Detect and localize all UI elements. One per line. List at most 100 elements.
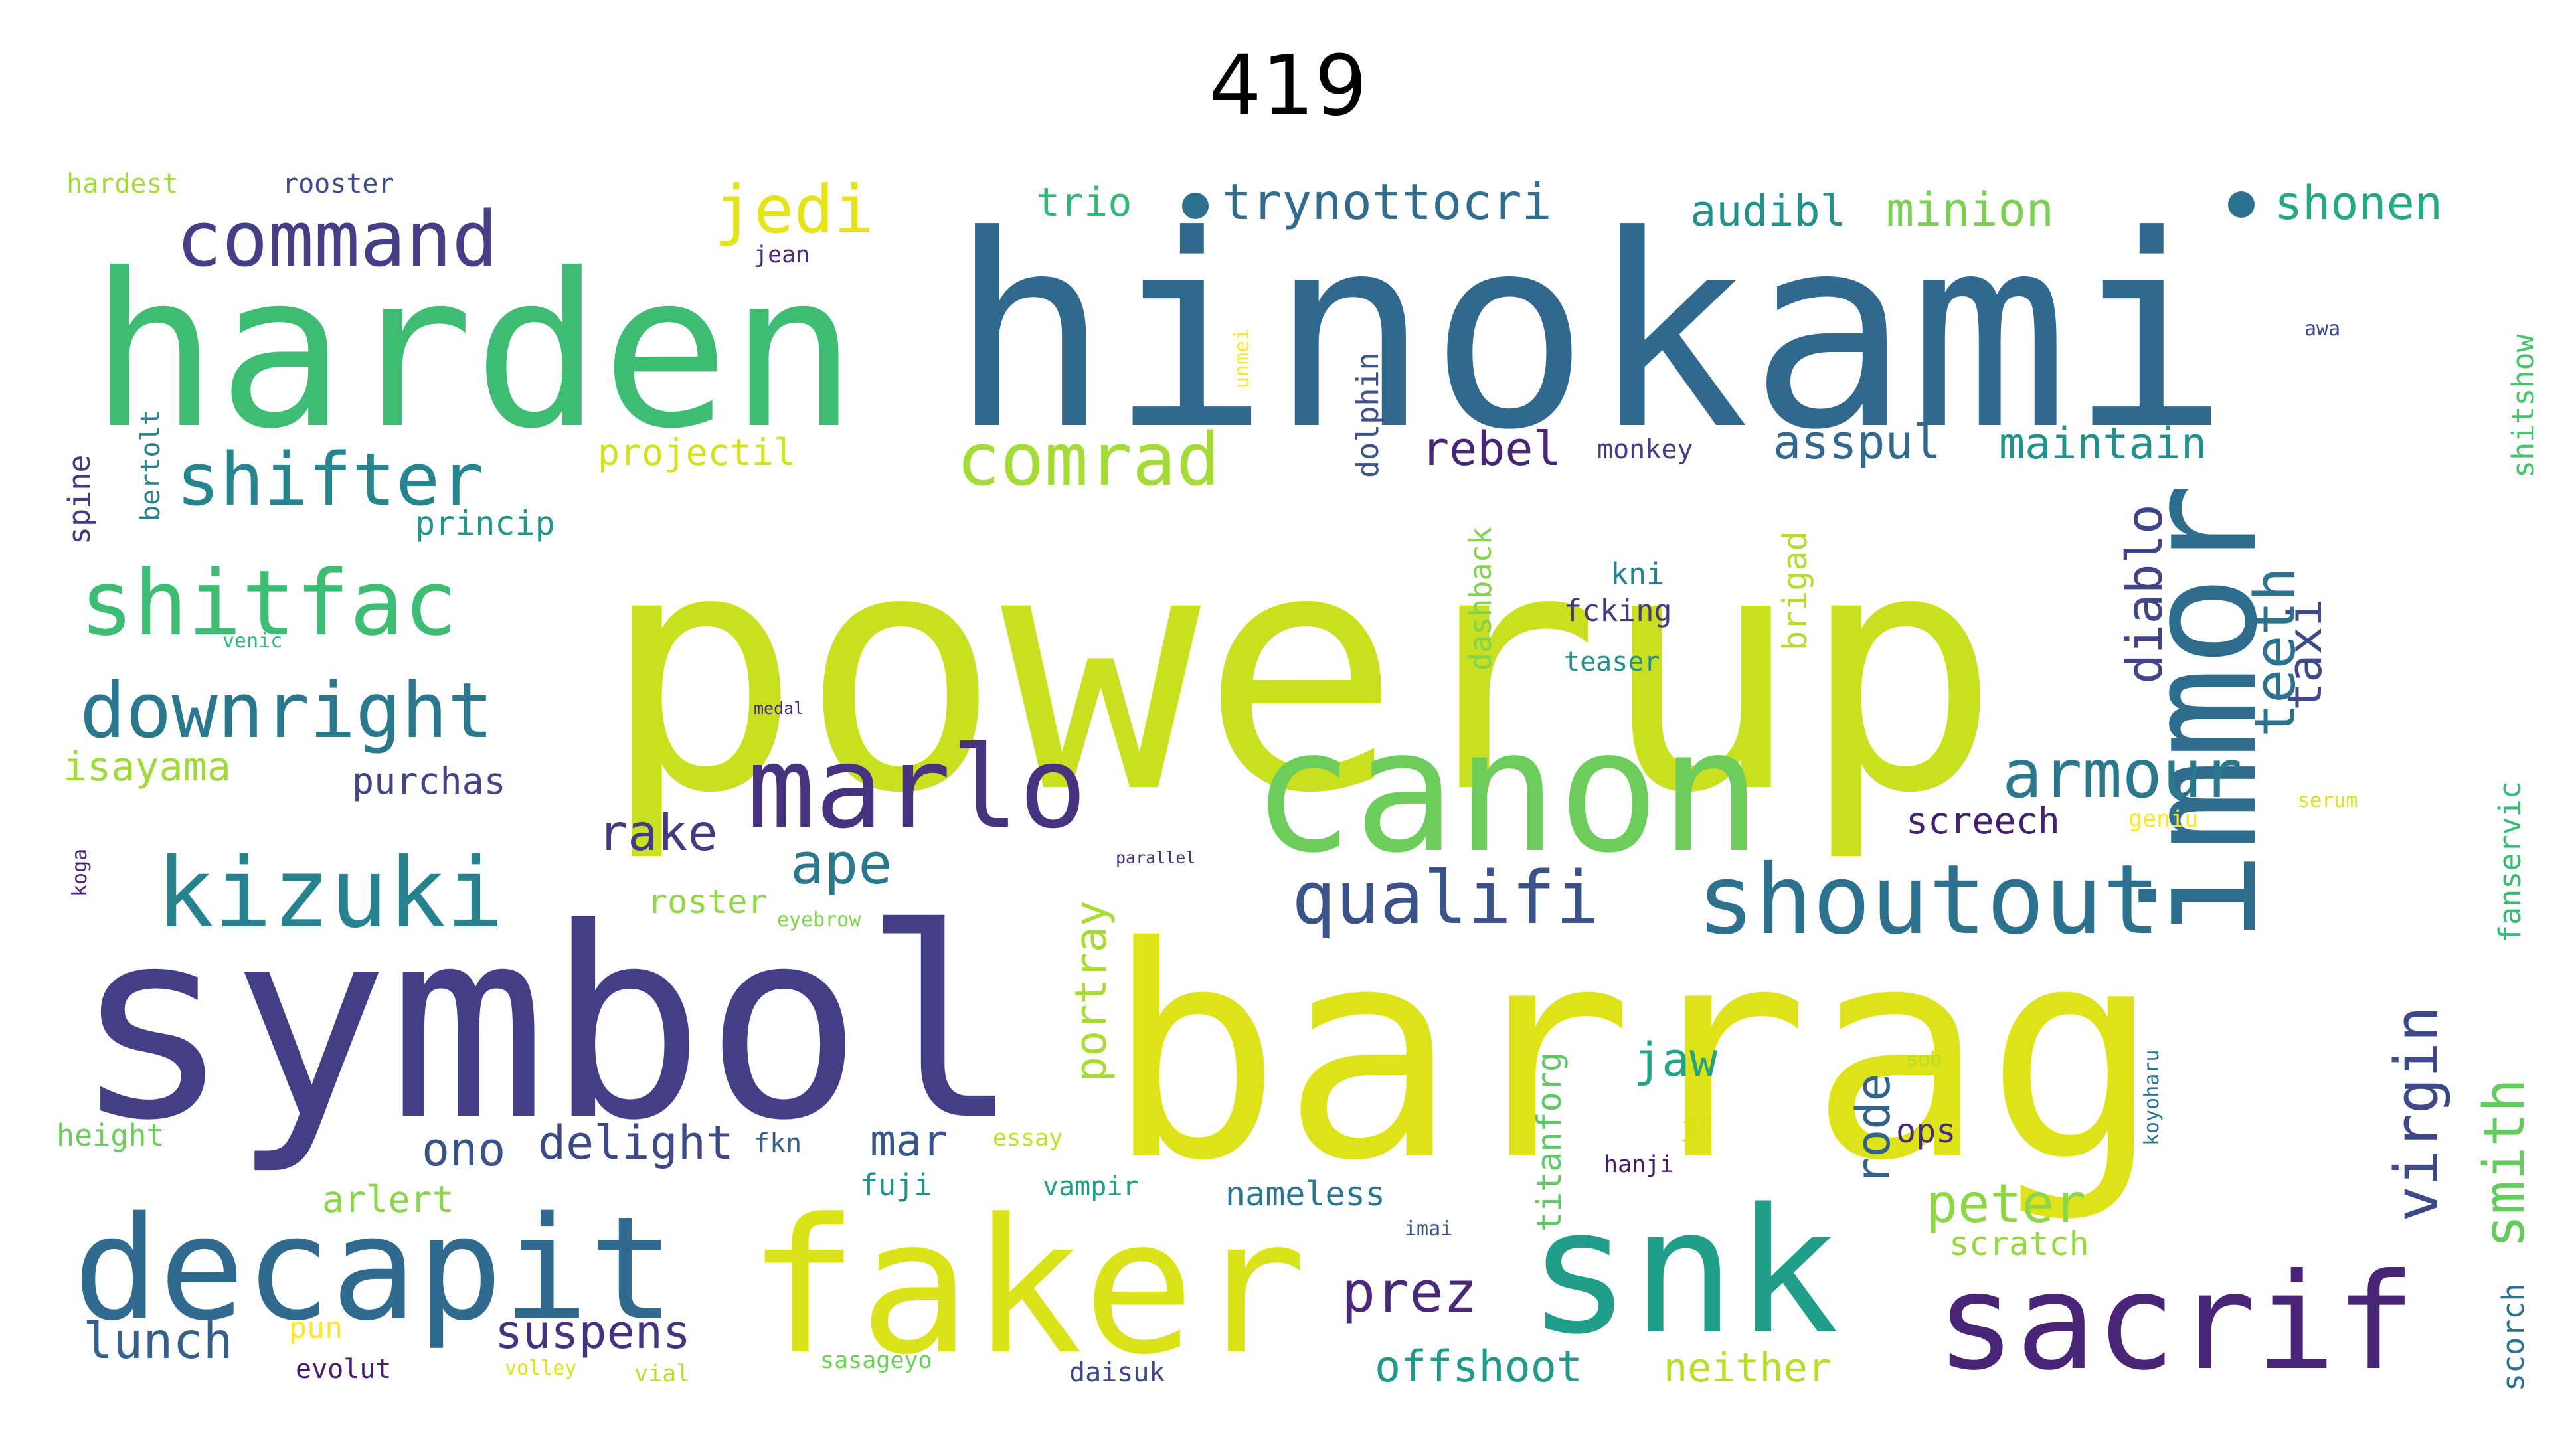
cloud-word-smith: smith — [2472, 1078, 2537, 1248]
cloud-word-shoutout: shoutout — [1697, 844, 2160, 956]
cloud-word-awa: awa — [2304, 317, 2340, 341]
cloud-word-vial: vial — [634, 1361, 690, 1387]
cloud-word-imai: imai — [1405, 1217, 1452, 1240]
cloud-word-command: command — [176, 195, 498, 284]
cloud-word-shifter: shifter — [176, 437, 484, 522]
cloud-word-essay: essay — [993, 1125, 1063, 1152]
cloud-word-jaw: jaw — [1634, 1033, 1718, 1087]
cloud-word-jean: jean — [754, 242, 810, 268]
cloud-word-serum: serum — [2298, 789, 2358, 812]
cloud-word-rake: rake — [598, 804, 718, 862]
cloud-word-offshoot: offshoot — [1375, 1342, 1583, 1392]
cloud-word-immor: immor — [2114, 483, 2291, 943]
cloud-word-rode: rode — [1846, 1073, 1901, 1185]
cloud-word-geniu: geniu — [2128, 806, 2198, 833]
cloud-word-kni: kni — [1610, 556, 1664, 592]
cloud-word-teeth: teeth — [2243, 567, 2308, 737]
cloud-word-spine: spine — [62, 455, 97, 545]
cloud-word-medal: medal — [754, 699, 804, 718]
cloud-word-marlo: marlo — [747, 723, 1087, 854]
cloud-dot — [2228, 191, 2255, 218]
cloud-word-eyebrow: eyebrow — [777, 908, 861, 932]
cloud-word-scorch: scorch — [2496, 1283, 2531, 1391]
cloud-word-vampir: vampir — [1043, 1171, 1139, 1202]
cloud-word-ape: ape — [790, 831, 893, 897]
cloud-word-hinokami: hinokami — [950, 179, 2229, 488]
cloud-word-evolut: evolut — [296, 1354, 392, 1385]
cloud-word-jj: jj — [1680, 1112, 1712, 1142]
cloud-word-venic: venic — [222, 630, 282, 653]
cloud-word-volley: volley — [505, 1357, 576, 1380]
cloud-word-decapit: decapit — [73, 1185, 675, 1352]
cloud-word-parallel: parallel — [1116, 848, 1195, 867]
cloud-word-downright: downright — [80, 667, 493, 756]
cloud-word-arlert: arlert — [322, 1178, 454, 1221]
cloud-word-barrag: barrag — [1106, 885, 2161, 1225]
cloud-word-sasageyo: sasageyo — [820, 1347, 932, 1374]
cloud-word-faker: faker — [747, 1179, 1307, 1396]
cloud-word-peter: peter — [1926, 1173, 2086, 1235]
cloud-word-shonen: shonen — [2275, 176, 2443, 230]
cloud-word-dashback: dashback — [1463, 527, 1498, 671]
cloud-word-jedi: jedi — [714, 171, 874, 248]
cloud-word-sacrif: sacrif — [1936, 1245, 2415, 1400]
cloud-word-roster: roster — [647, 883, 768, 921]
cloud-word-rooster: rooster — [282, 169, 394, 199]
cloud-word-asspul: asspul — [1773, 415, 1941, 470]
cloud-word-koyoharu: koyoharu — [2140, 1050, 2164, 1146]
cloud-word-scratch: scratch — [1949, 1225, 2089, 1263]
cloud-word-comrad: comrad — [956, 417, 1220, 502]
cloud-word-fcking: fcking — [1564, 593, 1672, 628]
cloud-word-pun: pun — [289, 1310, 343, 1345]
figure-title: 419 — [1209, 38, 1367, 134]
cloud-word-powerup: powerup — [601, 479, 2000, 865]
cloud-word-snk: snk — [1527, 1172, 1840, 1373]
cloud-word-brigad: brigad — [1776, 531, 1814, 651]
cloud-word-qualifi: qualifi — [1292, 855, 1600, 940]
cloud-word-fanservic: fanservic — [2492, 781, 2528, 943]
cloud-word-teaser: teaser — [1564, 647, 1660, 677]
cloud-word-hanji: hanji — [1604, 1152, 1674, 1178]
cloud-word-maintain: maintain — [1999, 419, 2207, 469]
cloud-word-ono: ono — [422, 1122, 505, 1177]
cloud-word-shitshow: shitshow — [2506, 333, 2541, 478]
cloud-word-dolphin: dolphin — [1350, 352, 1385, 478]
cloud-word-diablo: diablo — [2115, 504, 2174, 684]
cloud-word-daisuk: daisuk — [1069, 1357, 1165, 1388]
cloud-word-virgin: virgin — [2382, 1006, 2452, 1222]
cloud-word-monkey: monkey — [1597, 434, 1693, 465]
cloud-word-koga: koga — [68, 849, 92, 897]
cloud-word-canon: canon — [1252, 693, 1762, 891]
cloud-word-kizuki: kizuki — [156, 837, 504, 950]
cloud-word-rebel: rebel — [1421, 422, 1561, 476]
cloud-word-trynottocri: trynottocri — [1222, 173, 1552, 231]
cloud-word-ops: ops — [1896, 1112, 1956, 1150]
cloud-word-unmei: unmei — [1231, 329, 1254, 388]
cloud-word-princip: princip — [415, 504, 555, 543]
cloud-word-symbol: symbol — [73, 873, 1021, 1178]
cloud-word-shitfac: shitfac — [80, 551, 458, 655]
cloud-word-delight: delight — [538, 1116, 734, 1170]
cloud-word-minion: minion — [1886, 183, 2054, 237]
cloud-word-isayama: isayama — [63, 744, 231, 790]
cloud-word-fkn: fkn — [754, 1128, 802, 1159]
cloud-word-mar: mar — [870, 1116, 948, 1166]
cloud-word-fuji: fuji — [860, 1167, 932, 1203]
cloud-word-suspens: suspens — [495, 1305, 691, 1359]
cloud-word-bertolt: bertolt — [135, 409, 166, 521]
cloud-dot — [1182, 193, 1209, 219]
cloud-word-harden: harden — [90, 228, 857, 475]
cloud-word-sob: sob — [1906, 1048, 1942, 1071]
cloud-word-audibl: audibl — [1690, 187, 1846, 236]
cloud-word-screech: screech — [1906, 800, 2060, 842]
cloud-word-height: height — [56, 1118, 165, 1153]
cloud-word-nameless: nameless — [1225, 1175, 1385, 1213]
cloud-word-hardest: hardest — [66, 169, 179, 199]
cloud-word-titanforg: titanforg — [1530, 1052, 1569, 1232]
cloud-word-armour: armour — [2002, 735, 2242, 813]
cloud-word-projectil: projectil — [598, 431, 796, 473]
cloud-word-prez: prez — [1341, 1260, 1478, 1325]
cloud-word-lunch: lunch — [83, 1312, 233, 1370]
